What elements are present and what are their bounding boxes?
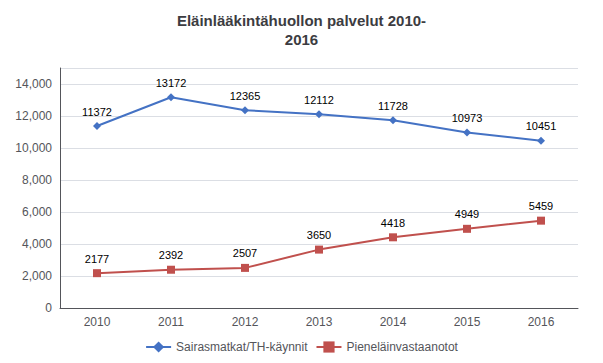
svg-text:Pieneläinvastaanotot: Pieneläinvastaanotot bbox=[346, 340, 458, 354]
svg-text:4,000: 4,000 bbox=[22, 237, 52, 251]
svg-text:2177: 2177 bbox=[85, 253, 109, 265]
svg-text:2011: 2011 bbox=[158, 315, 184, 329]
svg-text:12365: 12365 bbox=[230, 90, 261, 102]
svg-text:11728: 11728 bbox=[378, 100, 408, 112]
svg-text:2013: 2013 bbox=[306, 315, 333, 329]
svg-text:2392: 2392 bbox=[159, 249, 183, 261]
svg-text:Sairasmatkat/TH-käynnit: Sairasmatkat/TH-käynnit bbox=[176, 340, 308, 354]
svg-text:5459: 5459 bbox=[529, 200, 553, 212]
svg-text:4949: 4949 bbox=[455, 208, 479, 220]
svg-text:2015: 2015 bbox=[454, 315, 481, 329]
svg-text:2507: 2507 bbox=[233, 247, 257, 259]
svg-text:2016: 2016 bbox=[528, 315, 555, 329]
svg-text:3650: 3650 bbox=[307, 229, 331, 241]
svg-text:10,000: 10,000 bbox=[15, 141, 52, 155]
svg-text:10973: 10973 bbox=[452, 112, 483, 124]
svg-text:8,000: 8,000 bbox=[22, 173, 52, 187]
svg-text:12,000: 12,000 bbox=[15, 109, 52, 123]
svg-text:2012: 2012 bbox=[232, 315, 259, 329]
svg-text:14,000: 14,000 bbox=[15, 77, 52, 91]
svg-text:2016: 2016 bbox=[285, 31, 318, 48]
svg-text:10451: 10451 bbox=[526, 120, 557, 132]
svg-text:4418: 4418 bbox=[381, 217, 405, 229]
svg-text:13172: 13172 bbox=[156, 77, 187, 89]
svg-text:2014: 2014 bbox=[380, 315, 407, 329]
svg-text:0: 0 bbox=[45, 301, 52, 315]
svg-text:11372: 11372 bbox=[82, 106, 112, 118]
svg-text:6,000: 6,000 bbox=[22, 205, 52, 219]
svg-text:12112: 12112 bbox=[304, 94, 334, 106]
svg-text:Eläinlääkintähuollon palvelut: Eläinlääkintähuollon palvelut 2010- bbox=[177, 12, 426, 29]
svg-text:2,000: 2,000 bbox=[22, 269, 52, 283]
svg-text:2010: 2010 bbox=[84, 315, 111, 329]
